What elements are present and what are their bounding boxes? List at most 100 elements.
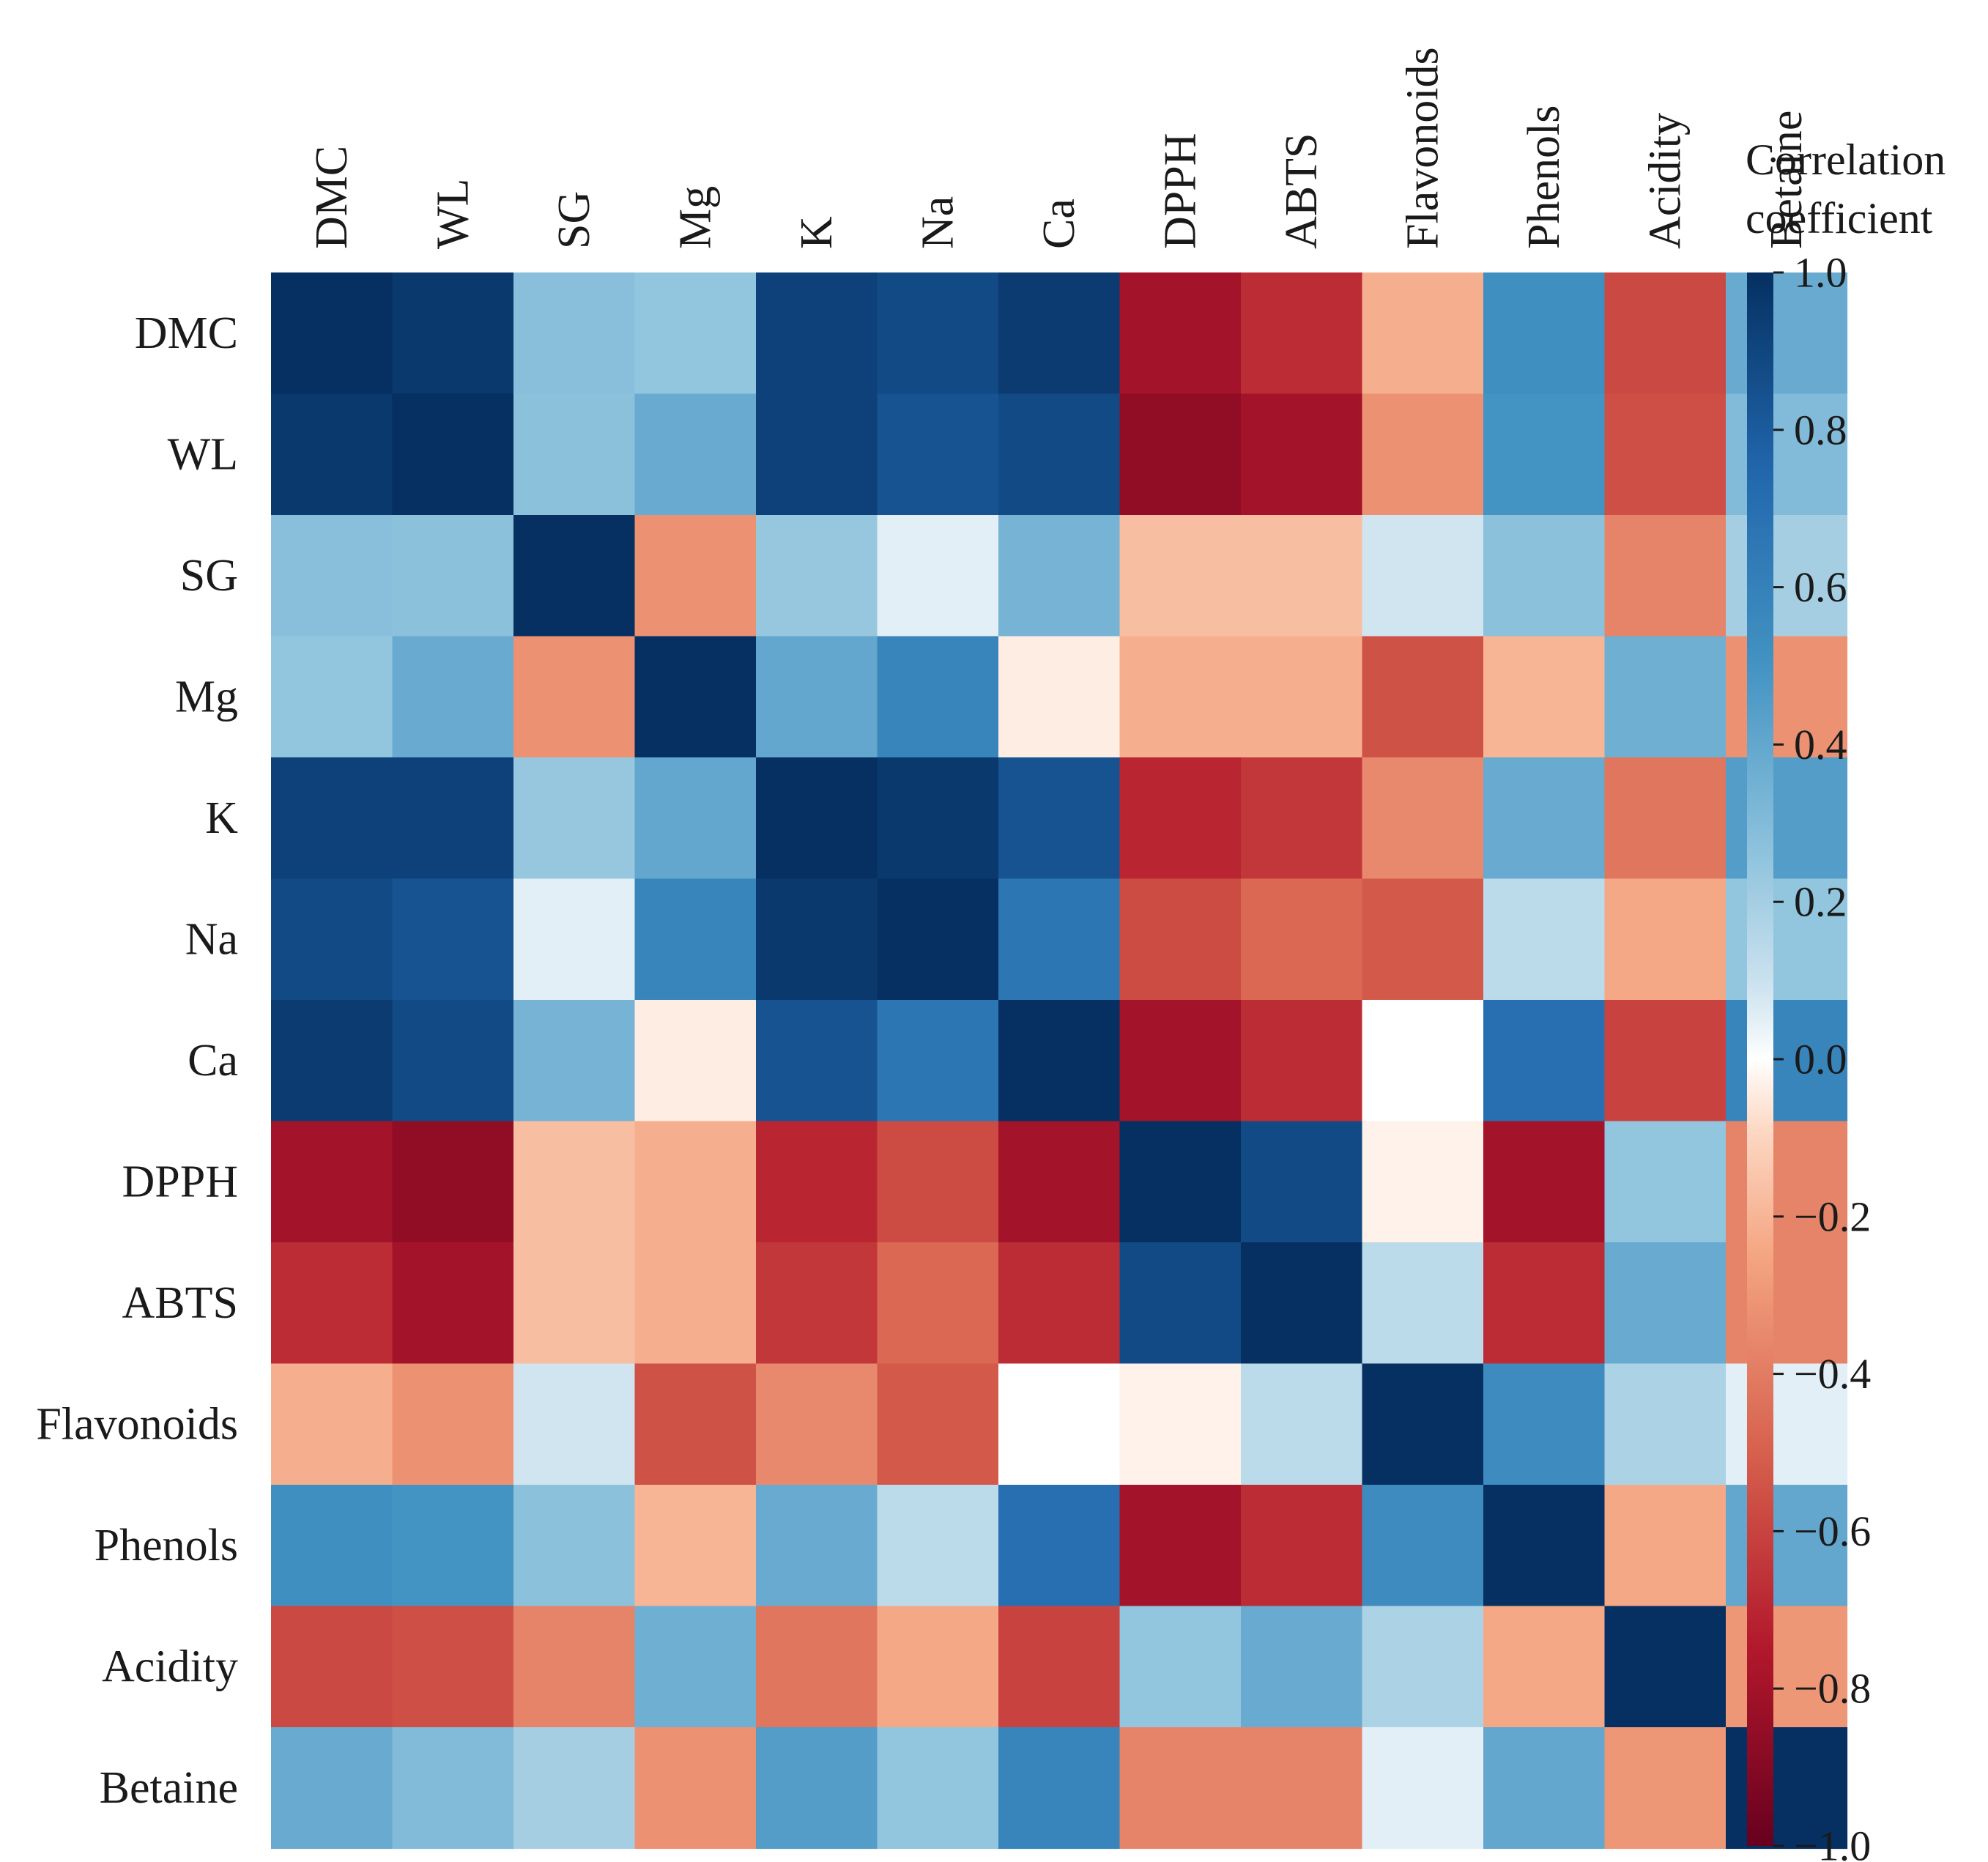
heatmap-cell-Na-Betaine: [1726, 878, 1848, 1001]
heatmap-cell-ABTS-SG: [513, 1242, 636, 1365]
heatmap-cell-WL-Mg: [634, 393, 757, 516]
heatmap-cell-Flavonoids-SG: [513, 1363, 636, 1485]
heatmap-cell-SG-K: [756, 515, 878, 637]
heatmap-cell-Acidity-Mg: [634, 1606, 757, 1728]
heatmap-cell-ABTS-Acidity: [1604, 1242, 1726, 1365]
heatmap-cell-Mg-SG: [513, 636, 636, 758]
heatmap-cell-DPPH-Betaine: [1726, 1121, 1848, 1243]
heatmap-cell-Mg-Betaine: [1726, 636, 1848, 758]
heatmap-cell-Phenols-Acidity: [1604, 1485, 1726, 1607]
heatmap-cell-Acidity-Betaine: [1726, 1606, 1848, 1728]
heatmap-cell-K-Acidity: [1604, 757, 1726, 880]
heatmap-cell-Mg-K: [756, 636, 878, 758]
heatmap-cell-Acidity-Flavonoids: [1362, 1606, 1484, 1728]
heatmap-cell-Flavonoids-Ca: [998, 1363, 1121, 1485]
heatmap-cell-Phenols-Betaine: [1726, 1485, 1848, 1607]
heatmap-cell-Mg-Na: [877, 636, 999, 758]
colorbar-gradient: [1747, 272, 1773, 1846]
heatmap-cell-DMC-K: [756, 272, 878, 395]
heatmap-cell-Mg-ABTS: [1241, 636, 1363, 758]
heatmap-cell-Flavonoids-WL: [392, 1363, 514, 1485]
heatmap-cell-Flavonoids-DPPH: [1119, 1363, 1242, 1485]
heatmap-cell-DMC-Betaine: [1726, 272, 1848, 395]
heatmap-cell-Ca-K: [756, 1000, 878, 1122]
heatmap-cell-ABTS-Na: [877, 1242, 999, 1365]
row-label-k: K: [205, 793, 238, 843]
heatmap-cell-Betaine-Flavonoids: [1362, 1727, 1484, 1850]
heatmap-cell-Phenols-Na: [877, 1485, 999, 1607]
column-label-na: Na: [913, 196, 963, 249]
heatmap-cell-WL-WL: [392, 393, 514, 516]
heatmap-cell-K-Phenols: [1483, 757, 1606, 880]
column-label-sg: SG: [549, 191, 599, 249]
heatmap-cell-Acidity-ABTS: [1241, 1606, 1363, 1728]
heatmap-cells: [271, 272, 1848, 1850]
heatmap-cell-Flavonoids-Phenols: [1483, 1363, 1606, 1485]
heatmap-cell-DPPH-Phenols: [1483, 1121, 1606, 1243]
heatmap-cell-Na-Flavonoids: [1362, 878, 1484, 1001]
heatmap-cell-ABTS-ABTS: [1241, 1242, 1363, 1365]
heatmap-cell-Flavonoids-Mg: [634, 1363, 757, 1485]
heatmap-cell-Phenols-Phenols: [1483, 1485, 1606, 1607]
row-label-acidity: Acidity: [102, 1642, 238, 1691]
heatmap-cell-Ca-Phenols: [1483, 1000, 1606, 1122]
heatmap-cell-Mg-Acidity: [1604, 636, 1726, 758]
heatmap-cell-K-Mg: [634, 757, 757, 880]
column-label-k: K: [792, 216, 842, 249]
heatmap-cell-Acidity-Na: [877, 1606, 999, 1728]
heatmap-cell-DPPH-Acidity: [1604, 1121, 1726, 1243]
heatmap-cell-Ca-Mg: [634, 1000, 757, 1122]
colorbar-tick-label: 0.6: [1794, 563, 1847, 611]
heatmap-cell-K-K: [756, 757, 878, 880]
heatmap-cell-Betaine-SG: [513, 1727, 636, 1850]
heatmap-cell-DPPH-Ca: [998, 1121, 1121, 1243]
column-label-dpph: DPPH: [1155, 133, 1205, 249]
heatmap-cell-Flavonoids-Acidity: [1604, 1363, 1726, 1485]
heatmap-cell-WL-Ca: [998, 393, 1121, 516]
heatmap-cell-Phenols-Mg: [634, 1485, 757, 1607]
heatmap-cell-Betaine-Mg: [634, 1727, 757, 1850]
heatmap-cell-Acidity-DMC: [271, 1606, 393, 1728]
heatmap-cell-Phenols-DPPH: [1119, 1485, 1242, 1607]
row-label-dmc: DMC: [135, 308, 238, 358]
heatmap-cell-SG-Na: [877, 515, 999, 637]
column-label-wl: WL: [428, 179, 478, 249]
heatmap-cell-DPPH-DMC: [271, 1121, 393, 1243]
heatmap-cell-Flavonoids-Flavonoids: [1362, 1363, 1484, 1485]
row-label-sg: SG: [180, 551, 238, 601]
colorbar-tick-label: −1.0: [1794, 1822, 1871, 1862]
heatmap-cell-K-ABTS: [1241, 757, 1363, 880]
heatmap-cell-SG-Mg: [634, 515, 757, 637]
heatmap-cell-Mg-DPPH: [1119, 636, 1242, 758]
heatmap-cell-SG-DPPH: [1119, 515, 1242, 637]
heatmap-cell-ABTS-K: [756, 1242, 878, 1365]
heatmap-cell-DMC-Phenols: [1483, 272, 1606, 395]
heatmap-cell-Na-WL: [392, 878, 514, 1001]
heatmap-cell-DPPH-WL: [392, 1121, 514, 1243]
heatmap-cell-WL-SG: [513, 393, 636, 516]
column-label-betaine: Betaine: [1762, 111, 1811, 249]
heatmap-cell-SG-Betaine: [1726, 515, 1848, 637]
heatmap-cell-Acidity-WL: [392, 1606, 514, 1728]
heatmap-cell-Na-ABTS: [1241, 878, 1363, 1001]
heatmap-cell-WL-Na: [877, 393, 999, 516]
heatmap-cell-Ca-DMC: [271, 1000, 393, 1122]
colorbar-ticks: 1.0 0.8 0.6 0.4 0.2 0.0 −0.2 −0.4 −0.6 −0.8 −1.0: [1773, 249, 1871, 1862]
heatmap-cell-Flavonoids-ABTS: [1241, 1363, 1363, 1485]
column-label-abts: ABTS: [1277, 133, 1327, 249]
colorbar-tick-label: −0.2: [1794, 1193, 1871, 1240]
heatmap-cell-WL-ABTS: [1241, 393, 1363, 516]
heatmap-cell-SG-DMC: [271, 515, 393, 637]
heatmap-cell-Flavonoids-Betaine: [1726, 1363, 1848, 1485]
heatmap-cell-ABTS-DPPH: [1119, 1242, 1242, 1365]
heatmap-cell-SG-ABTS: [1241, 515, 1363, 637]
row-label-flavonoids: Flavonoids: [36, 1399, 238, 1449]
heatmap-cell-Phenols-WL: [392, 1485, 514, 1607]
colorbar: 1.0 0.8 0.6 0.4 0.2 0.0 −0.2 −0.4 −0.6 −0.8 −1.0 C…: [1746, 136, 1946, 1862]
heatmap-cell-Na-DMC: [271, 878, 393, 1001]
heatmap-cell-SG-Phenols: [1483, 515, 1606, 637]
heatmap-cell-Phenols-DMC: [271, 1485, 393, 1607]
heatmap-cell-Mg-Ca: [998, 636, 1121, 758]
heatmap-cell-DPPH-Na: [877, 1121, 999, 1243]
column-label-acidity: Acidity: [1640, 113, 1690, 249]
